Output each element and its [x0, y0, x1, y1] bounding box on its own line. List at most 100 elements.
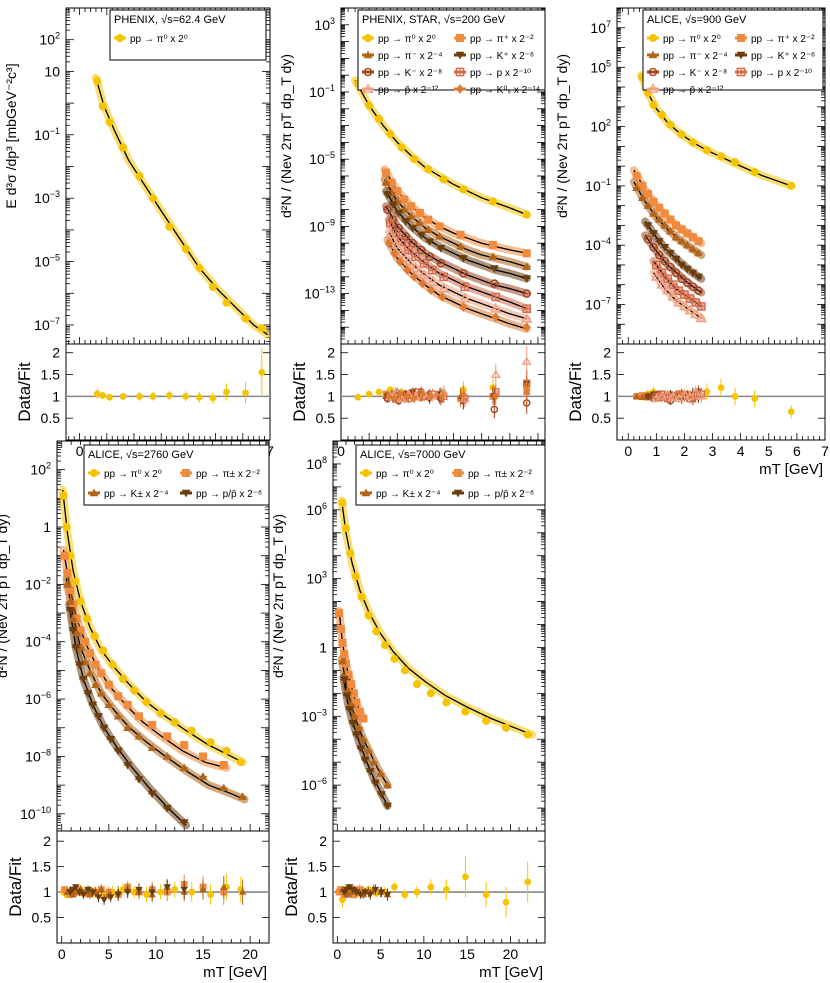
ratio-point — [136, 392, 143, 400]
ratio-point — [492, 392, 500, 401]
y-tick-label: 10−2 — [25, 575, 51, 592]
data-point — [374, 114, 383, 123]
data-point — [678, 300, 691, 311]
data-point — [436, 259, 446, 268]
series-p — [652, 260, 706, 311]
data-point — [222, 746, 231, 755]
series-kp — [65, 606, 189, 827]
ratio-point — [438, 392, 446, 401]
data-point — [78, 675, 88, 684]
legend-label: pp → π± x 2⁻² — [196, 469, 260, 480]
legend-box — [109, 9, 267, 61]
y-tick-label: 10−1 — [585, 177, 611, 194]
data-point — [408, 224, 418, 233]
series-p — [385, 218, 532, 314]
x-tick-label: 7 — [266, 443, 274, 459]
data-point — [83, 614, 92, 623]
legend-label: pp → K⁻ x 2⁻⁸ — [663, 68, 727, 79]
ratio-tick-label: 0.5 — [316, 410, 336, 426]
data-point — [459, 185, 468, 194]
legend-marker — [361, 488, 371, 497]
data-point — [522, 210, 531, 219]
y-tick-label: 10−6 — [25, 690, 51, 707]
y-tick-label: 10−9 — [309, 217, 335, 234]
series-km — [383, 205, 532, 298]
legend-title: ALICE, √s=900 GeV — [647, 14, 747, 26]
ratio-point — [79, 891, 88, 899]
data-point — [654, 250, 664, 260]
fit-curve-pbar — [652, 272, 702, 319]
ratio-tick-label: 1.5 — [316, 367, 336, 383]
legend-box — [355, 444, 546, 506]
ratio-point — [207, 891, 214, 899]
ratio-point — [93, 390, 101, 398]
data-point — [383, 191, 392, 199]
data-point — [385, 218, 395, 228]
data-point — [123, 700, 132, 709]
data-point — [427, 285, 436, 296]
ratio-point — [220, 883, 228, 890]
data-point — [114, 692, 123, 701]
ratio-point — [123, 889, 132, 896]
data-point — [179, 763, 189, 772]
data-point — [355, 707, 364, 716]
data-point — [632, 172, 641, 180]
data-point — [435, 222, 444, 231]
fit-band-pi0 — [91, 73, 270, 339]
data-point — [461, 707, 470, 716]
ratio-point — [632, 392, 641, 400]
ratio-point — [751, 395, 759, 402]
data-point — [428, 265, 437, 275]
data-point — [660, 221, 670, 229]
data-point — [439, 272, 449, 282]
ratio-series-kp — [66, 879, 188, 905]
data-point — [425, 252, 434, 261]
legend-title: PHENIX, STAR, √s=200 GeV — [362, 14, 506, 26]
data-point — [490, 279, 499, 288]
data-point — [523, 730, 532, 739]
data-point — [400, 195, 409, 204]
data-point — [393, 187, 402, 196]
data-point — [490, 302, 502, 313]
x-tick-label: 0 — [624, 443, 632, 459]
ratio-point — [72, 884, 80, 891]
data-point — [344, 671, 353, 679]
data-point — [402, 255, 415, 266]
legend-label: pp → K⁺ x 2⁻⁶ — [470, 51, 534, 62]
y-tick-label: 10−1 — [309, 83, 335, 100]
data-point — [359, 714, 368, 723]
series-pi0 — [338, 498, 532, 739]
legend-marker — [363, 50, 373, 59]
data-point — [382, 168, 391, 177]
data-point — [208, 282, 217, 291]
data-point — [68, 614, 78, 622]
ratio-point — [427, 883, 435, 891]
data-point — [491, 312, 500, 322]
ratio-point — [787, 408, 795, 416]
data-point — [436, 245, 446, 253]
ratio-tick-label: 0.5 — [308, 910, 328, 926]
data-point — [688, 269, 698, 278]
ratio-series-km — [383, 386, 531, 419]
data-point — [345, 706, 354, 714]
data-point — [123, 761, 133, 770]
data-point — [149, 194, 158, 203]
ratio-series-kp — [340, 883, 392, 901]
data-point — [118, 675, 127, 684]
data-point — [134, 731, 144, 740]
ratio-point — [114, 891, 122, 899]
y-tick-label: 102 — [30, 461, 51, 478]
data-point — [130, 686, 139, 695]
data-point — [488, 197, 497, 206]
ratio-point — [238, 888, 247, 895]
data-point — [336, 625, 345, 634]
data-point — [97, 669, 106, 678]
y-tick-label: 10−3 — [34, 189, 60, 206]
legend: ALICE, √s=2760 GeV pp → π⁰ x 2⁰ pp → π± x … — [83, 444, 270, 506]
ratio-point — [371, 886, 380, 894]
ratio-point — [149, 392, 157, 400]
x-tick-label: 0 — [76, 443, 84, 459]
ratio-point — [365, 390, 373, 398]
panel-phenix-star-200: 10−1310−910−510−1103024681012140.511.52m… — [278, 7, 546, 478]
